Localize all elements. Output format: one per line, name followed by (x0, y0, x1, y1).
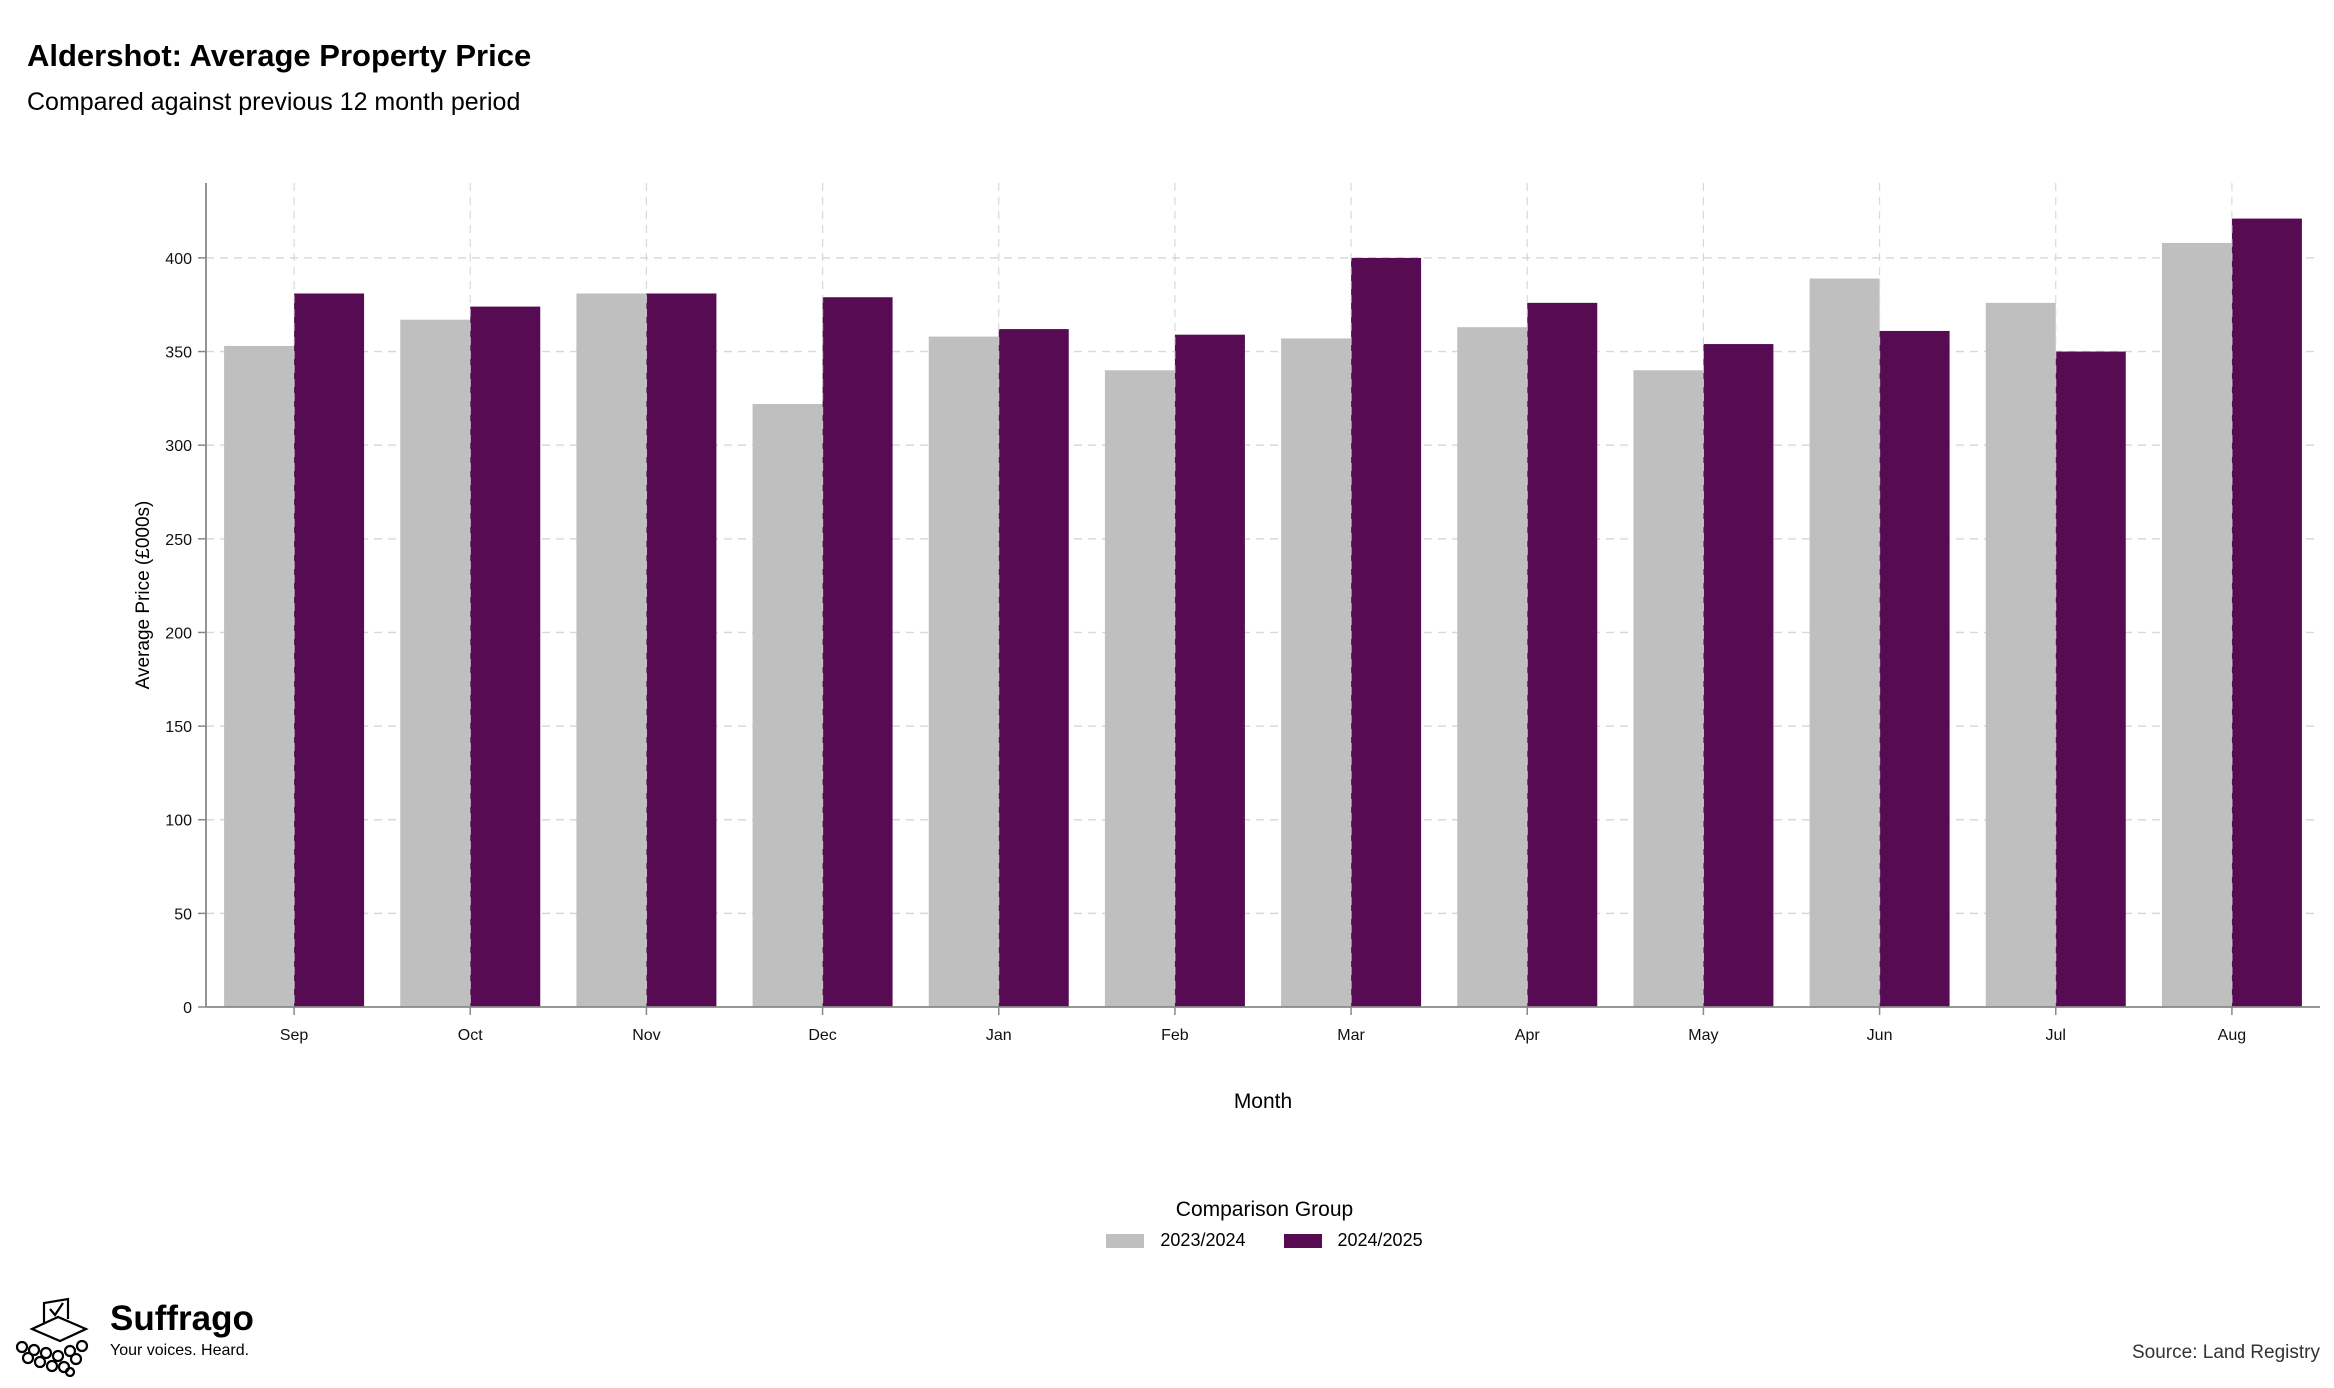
bar-2023-2024-sep (224, 345, 295, 1008)
bar-2023-2024-oct (400, 319, 471, 1007)
x-tick-label: Nov (632, 1027, 660, 1044)
x-tick-label: Mar (1337, 1027, 1365, 1044)
brand-logo: Suffrago Your voices. Heard. (14, 1295, 254, 1377)
bar-2024-2025-oct (470, 306, 541, 1008)
chart-title: Aldershot: Average Property Price (27, 38, 532, 73)
bar-2024-2025-aug (2231, 218, 2302, 1008)
bar-2023-2024-may (1633, 370, 1704, 1008)
x-tick-label: Jun (1867, 1027, 1893, 1044)
brand-name: Suffrago (110, 1299, 254, 1338)
source-note: Source: Land Registry (2132, 1342, 2320, 1363)
x-tick-label: Apr (1515, 1027, 1541, 1044)
bar-2023-2024-aug (2161, 242, 2232, 1008)
y-tick-label: 0 (183, 1000, 192, 1017)
bar-2023-2024-jul (1985, 302, 2056, 1007)
ballot-box-icon (15, 1297, 89, 1377)
x-tick-label: Jan (986, 1027, 1012, 1044)
legend-swatch-2023-2024 (1106, 1233, 1145, 1248)
bar-2023-2024-mar (1281, 338, 1352, 1007)
x-tick-label: Feb (1161, 1027, 1189, 1044)
y-tick-label: 250 (165, 532, 192, 549)
grid-lines (206, 257, 2320, 915)
y-tick-label: 350 (165, 345, 192, 362)
y-tick-label: 200 (165, 625, 192, 642)
legend-item-2023-2024: 2023/2024 (1106, 1230, 1246, 1251)
bar-2024-2025-jul (2055, 351, 2126, 1008)
x-tick-label: Dec (808, 1027, 836, 1044)
y-tick-label: 400 (165, 251, 192, 268)
chart-subtitle: Compared against previous 12 month perio… (27, 88, 521, 116)
bar-2024-2025-jan (998, 329, 1069, 1007)
x-tick-label: Aug (2218, 1027, 2246, 1044)
axis-labels: 0 50 100 150 200 250 300 350 400 Sep Oct Nov Dec Jan F… (133, 251, 2246, 1113)
bar-2024-2025-feb (1174, 334, 1245, 1007)
legend: Comparison Group 2023/2024 2024/2025 (0, 1198, 2334, 1251)
bar-2023-2024-jan (928, 336, 999, 1008)
bar-2023-2024-apr (1457, 327, 1528, 1007)
y-tick-label: 50 (174, 906, 192, 923)
x-tick-label: May (1688, 1027, 1718, 1044)
bar-2024-2025-jun (1879, 330, 1950, 1008)
legend-label-2023-2024: 2023/2024 (1160, 1230, 1246, 1250)
bar-chart: 0 50 100 150 200 250 300 350 400 Sep Oct Nov Dec Jan F… (133, 183, 2320, 1113)
x-tick-label: Oct (458, 1027, 483, 1044)
bar-2024-2025-apr (1527, 302, 1598, 1007)
vertical-grid-lines (293, 183, 2233, 1007)
bar-2024-2025-nov (646, 293, 717, 1007)
bar-2024-2025-sep (294, 293, 365, 1007)
y-tick-label: 150 (165, 719, 192, 736)
x-axis-title: Month (1234, 1090, 1292, 1113)
x-tick-label: Jul (2046, 1027, 2066, 1044)
y-axis-title: Average Price (£000s) (133, 501, 154, 690)
y-tick-label: 100 (165, 813, 192, 830)
legend-title: Comparison Group (1175, 1198, 1354, 1221)
bar-2024-2025-mar (1351, 257, 1422, 1008)
legend-label-2024-2025: 2024/2025 (1337, 1230, 1423, 1250)
brand-tagline: Your voices. Heard. (110, 1342, 250, 1359)
bar-2024-2025-dec (822, 297, 893, 1008)
bar-2024-2025-may (1703, 344, 1774, 1007)
x-tick-label: Sep (280, 1027, 309, 1044)
bar-2023-2024-feb (1104, 370, 1175, 1008)
bar-2023-2024-jun (1809, 278, 1880, 1007)
bar-2023-2024-nov (576, 293, 647, 1007)
axes (198, 183, 2320, 1015)
y-tick-label: 300 (165, 438, 192, 455)
legend-item-2024-2025: 2024/2025 (1283, 1230, 1423, 1251)
bar-2023-2024-dec (752, 403, 823, 1007)
bars (224, 218, 2302, 1008)
legend-swatch-2024-2025 (1283, 1233, 1322, 1248)
